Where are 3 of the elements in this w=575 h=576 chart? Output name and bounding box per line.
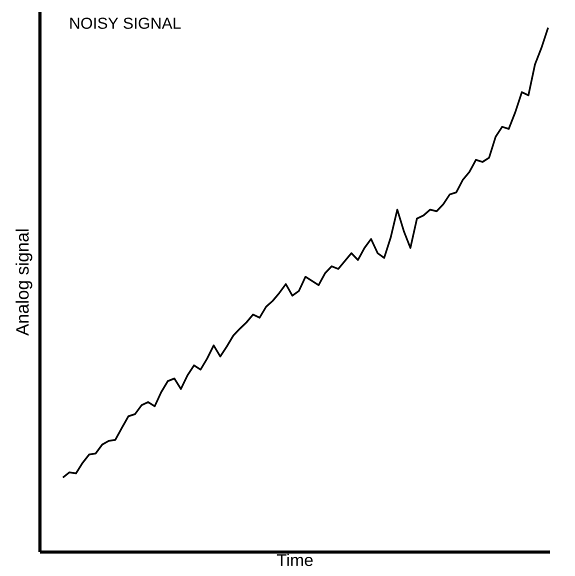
x-axis-title: Time <box>276 554 313 566</box>
y-axis-title: Analog signal <box>16 230 32 336</box>
chart-title: NOISY SIGNAL <box>70 18 181 29</box>
